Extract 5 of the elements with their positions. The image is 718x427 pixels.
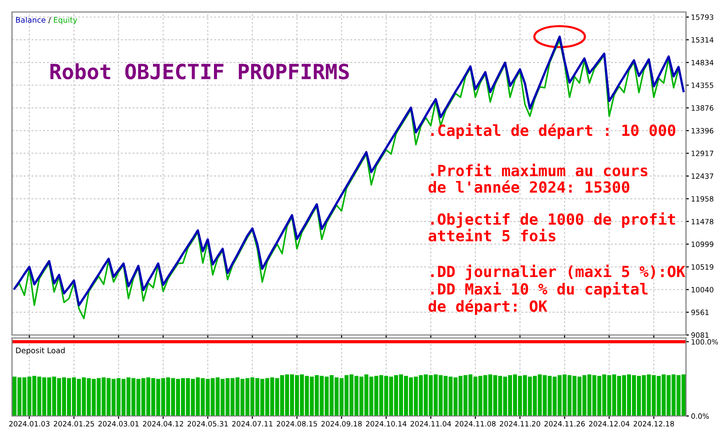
- annotation: .Objectif de 1000 de profit atteint 5 fois: [428, 212, 676, 242]
- text: Robot OBJECTIF PROPFIRMS: [50, 63, 349, 80]
- annotation: .Profit maximum au cours de l'année 2024: 15300: [428, 164, 648, 193]
- annotation: .Capital de départ : 10 000: [431, 123, 676, 140]
- annotation: .DD journalier (maxi 5 %):OK .DD Maxi 10 % du capital de départ: OK: [428, 264, 686, 315]
